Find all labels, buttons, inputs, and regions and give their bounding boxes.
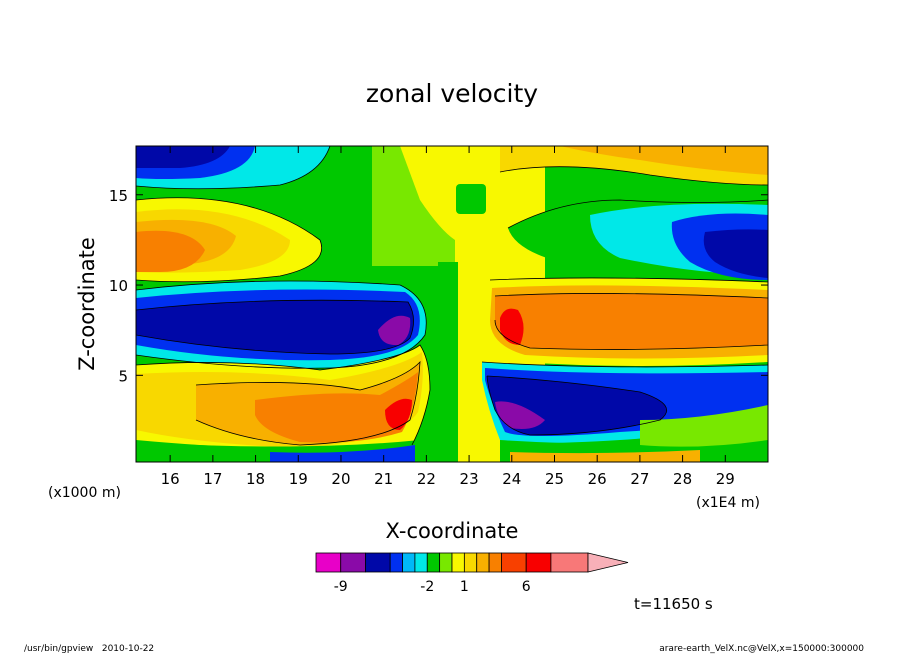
x-unit-note: (x1E4 m) (696, 495, 760, 511)
x-tick-label: 21 (374, 470, 393, 488)
colorbar-tick-labels: -9 -2 1 6 (334, 579, 531, 595)
x-tick-label: 24 (502, 470, 521, 488)
colorbar-segment (402, 552, 416, 573)
y-axis-ticks: 5 10 15 (109, 187, 768, 385)
x-tick-label: 25 (545, 470, 564, 488)
colorbar-segment (488, 552, 502, 573)
footer-left: /usr/bin/gpview 2010-10-22 (24, 644, 154, 654)
colorbar-tick-label: 1 (460, 579, 469, 595)
timestamp-label: t=11650 s (634, 595, 713, 613)
colorbar-segment (463, 552, 478, 573)
x-tick-label: 18 (246, 470, 265, 488)
x-tick-label: 28 (673, 470, 692, 488)
x-tick-label: 26 (588, 470, 607, 488)
colorbar-tick-label: -2 (420, 579, 434, 595)
colorbar-tick-label: 6 (522, 579, 531, 595)
x-tick-label: 29 (716, 470, 735, 488)
colorbar-segment (315, 552, 342, 573)
colorbar (315, 552, 629, 573)
chart-title: zonal velocity (366, 79, 538, 108)
x-tick-label: 23 (460, 470, 479, 488)
x-tick-label: 16 (161, 470, 180, 488)
x-tick-label: 17 (203, 470, 222, 488)
plot-frame (135, 145, 769, 463)
contour-field (136, 146, 768, 462)
x-axis-label: X-coordinate (386, 519, 519, 543)
colorbar-segment (340, 552, 366, 573)
colorbar-segment (426, 552, 441, 573)
x-tick-label: 27 (630, 470, 649, 488)
x-tick-label: 22 (417, 470, 436, 488)
colorbar-segment (389, 552, 403, 573)
y-tick-label: 10 (109, 277, 128, 295)
colorbar-segment (439, 552, 453, 573)
colorbar-segment (451, 552, 465, 573)
colorbar-extend-arrow (587, 552, 629, 573)
footer-right: arare-earth_VelX.nc@VelX,x=150000:300000 (659, 644, 864, 654)
x-tick-label: 20 (331, 470, 350, 488)
x-axis-ticks: 16 17 18 19 20 21 22 23 24 25 26 27 28 29 (161, 146, 735, 488)
colorbar-tick-label: -9 (334, 579, 348, 595)
y-unit-note: (x1000 m) (48, 485, 121, 501)
y-tick-label: 15 (109, 187, 128, 205)
colorbar-segment (525, 552, 552, 573)
y-tick-label: 5 (118, 367, 128, 385)
x-tick-label: 19 (289, 470, 308, 488)
colorbar-segment (414, 552, 428, 573)
y-axis-label: Z-coordinate (75, 237, 99, 371)
colorbar-segment (501, 552, 527, 573)
colorbar-segment (550, 552, 589, 573)
colorbar-segment (365, 552, 391, 573)
colorbar-segment (476, 552, 490, 573)
